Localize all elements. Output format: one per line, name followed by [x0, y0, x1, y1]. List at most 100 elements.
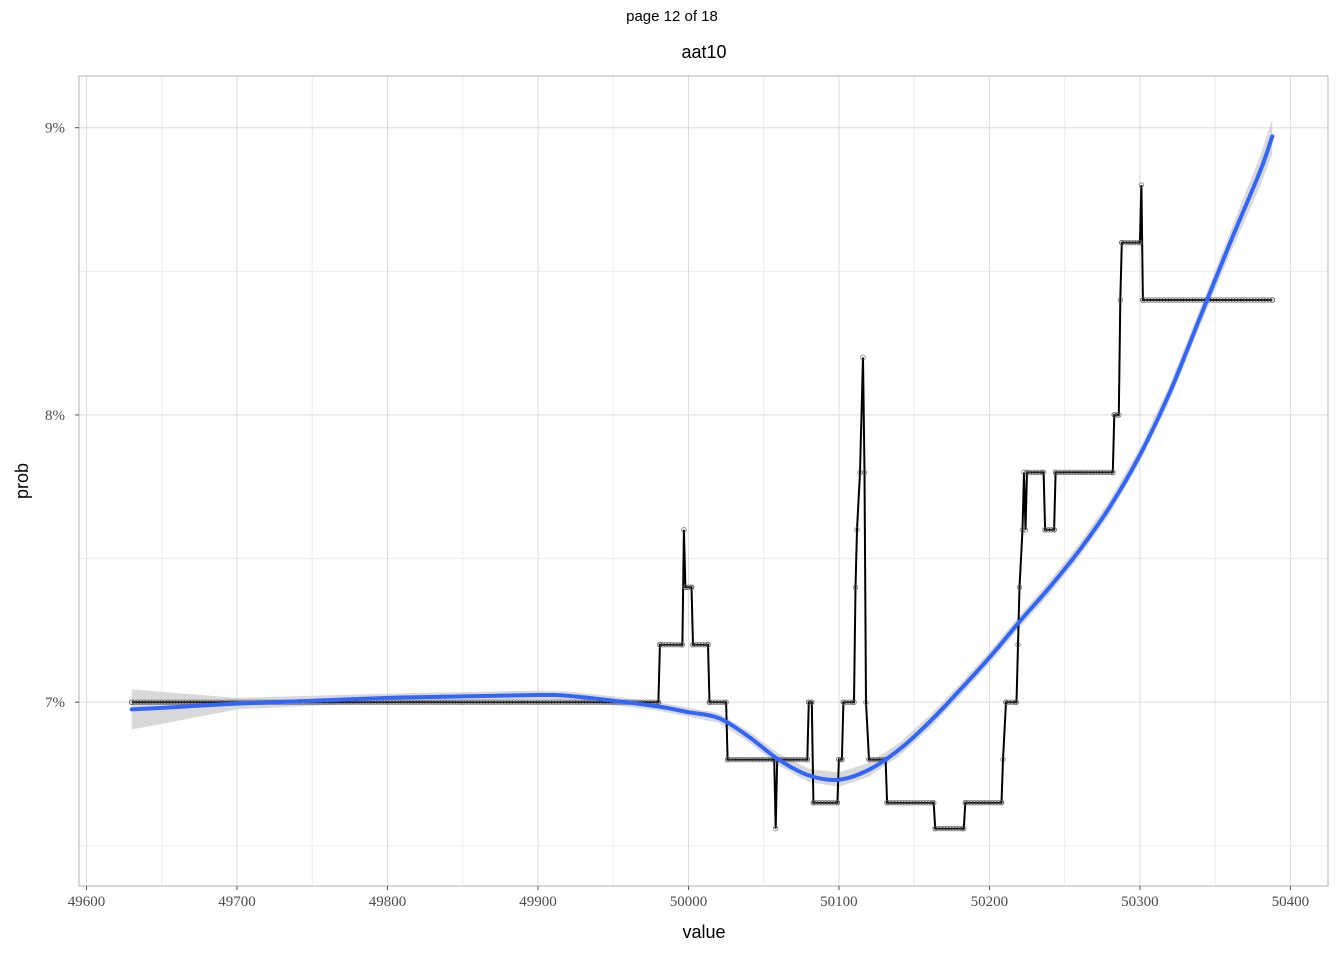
x-axis-title: value [682, 922, 725, 942]
data-point [1251, 297, 1258, 303]
data-point [1269, 297, 1276, 303]
data-point [1016, 584, 1023, 591]
data-point [417, 699, 424, 705]
data-point [884, 799, 890, 806]
data-point [672, 641, 678, 648]
data-point [899, 799, 905, 806]
x-tick-label: 50000 [670, 894, 708, 910]
data-point [938, 825, 945, 832]
data-point [1055, 469, 1062, 476]
data-point [792, 756, 799, 763]
data-point [861, 469, 868, 476]
data-point [177, 699, 183, 705]
data-point [739, 756, 746, 763]
data-point [1085, 469, 1092, 476]
data-point [1257, 297, 1264, 303]
data-point [965, 799, 972, 806]
x-tick-label: 49600 [68, 894, 106, 910]
data-point [822, 799, 829, 806]
data-point [971, 799, 978, 806]
data-point [819, 799, 826, 806]
data-point [411, 699, 418, 705]
data-point [462, 699, 469, 705]
data-point [472, 699, 478, 705]
data-point [438, 699, 445, 705]
x-tick-label: 49800 [369, 894, 407, 910]
data-point [810, 799, 817, 806]
data-point [429, 699, 436, 705]
data-point [1067, 469, 1074, 476]
data-point [432, 699, 439, 705]
data-point [813, 799, 820, 806]
data-point [568, 699, 574, 705]
data-point [709, 699, 716, 705]
data-point [1134, 239, 1140, 246]
data-point [490, 699, 496, 705]
data-point [550, 699, 556, 705]
data-point [402, 699, 409, 705]
data-point [562, 699, 568, 705]
data-point [1131, 239, 1137, 246]
data-point [1030, 469, 1036, 476]
data-point [1107, 469, 1113, 476]
data-point [825, 799, 832, 806]
data-point [968, 799, 975, 806]
data-point [511, 699, 517, 705]
data-point [1088, 469, 1095, 476]
data-point [816, 799, 823, 806]
data-point [444, 699, 451, 705]
data-point [742, 756, 749, 763]
data-point [723, 699, 729, 705]
data-point [1024, 469, 1030, 476]
data-point [156, 699, 162, 705]
data-point [478, 699, 484, 705]
data-point [1266, 297, 1273, 303]
data-point [146, 699, 153, 705]
chart-title: aat10 [681, 42, 726, 62]
data-point [1245, 297, 1251, 303]
data-point [577, 699, 583, 705]
y-tick-label: 8% [45, 408, 65, 424]
data-point [1248, 297, 1255, 303]
data-point [435, 699, 442, 705]
data-point [727, 756, 734, 763]
data-point [712, 699, 719, 705]
data-point [523, 699, 529, 705]
data-point [1073, 469, 1080, 476]
data-point [1048, 527, 1054, 533]
confidence-band [131, 119, 1273, 787]
data-point [1116, 412, 1122, 418]
data-point [1137, 239, 1143, 246]
data-point [1173, 297, 1179, 303]
data-point [1052, 469, 1059, 476]
data-point [706, 699, 713, 705]
smooth-line [129, 134, 1275, 782]
data-point [660, 641, 666, 648]
data-point [1006, 699, 1012, 705]
data-point [447, 699, 454, 705]
data-point [131, 699, 138, 705]
x-tick-label: 49700 [218, 894, 256, 910]
data-point [1110, 469, 1116, 476]
data-point [1070, 469, 1077, 476]
data-point [893, 799, 899, 806]
data-point [690, 641, 696, 648]
data-point [834, 799, 841, 806]
data-point [666, 641, 672, 648]
data-point [1003, 699, 1009, 705]
data-point [831, 799, 838, 806]
data-point [1040, 469, 1047, 476]
data-point [801, 756, 808, 763]
data-point [772, 825, 779, 832]
plot-panel [78, 75, 1329, 887]
data-point [520, 699, 526, 705]
data-point [795, 756, 802, 763]
data-point [869, 756, 875, 763]
data-point [1079, 469, 1086, 476]
data-point [1092, 469, 1098, 476]
data-point [839, 756, 845, 763]
data-point [804, 756, 811, 763]
data-point [1022, 527, 1029, 533]
data-point [1149, 297, 1155, 303]
